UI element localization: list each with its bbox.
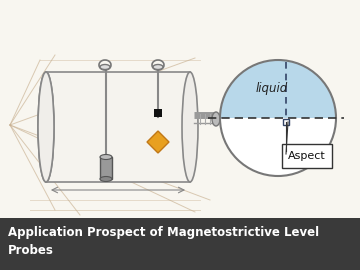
Bar	[46, 72, 190, 182]
Ellipse shape	[38, 72, 54, 182]
Bar	[0, 0, 360, 218]
Ellipse shape	[100, 154, 112, 160]
Bar	[0, 218, 360, 270]
Ellipse shape	[38, 72, 54, 182]
Bar	[100, 157, 112, 179]
Polygon shape	[220, 60, 336, 118]
Ellipse shape	[100, 177, 112, 181]
Ellipse shape	[153, 65, 163, 69]
Text: Aspect: Aspect	[288, 151, 326, 161]
Ellipse shape	[100, 65, 110, 69]
FancyBboxPatch shape	[282, 144, 332, 168]
Ellipse shape	[212, 112, 220, 126]
Text: liquid: liquid	[256, 82, 288, 95]
Bar	[283, 119, 289, 125]
Ellipse shape	[182, 72, 198, 182]
Bar	[154, 109, 162, 117]
Circle shape	[220, 60, 336, 176]
Text: Application Prospect of Magnetostrictive Level
Probes: Application Prospect of Magnetostrictive…	[8, 226, 319, 256]
Polygon shape	[147, 131, 169, 153]
